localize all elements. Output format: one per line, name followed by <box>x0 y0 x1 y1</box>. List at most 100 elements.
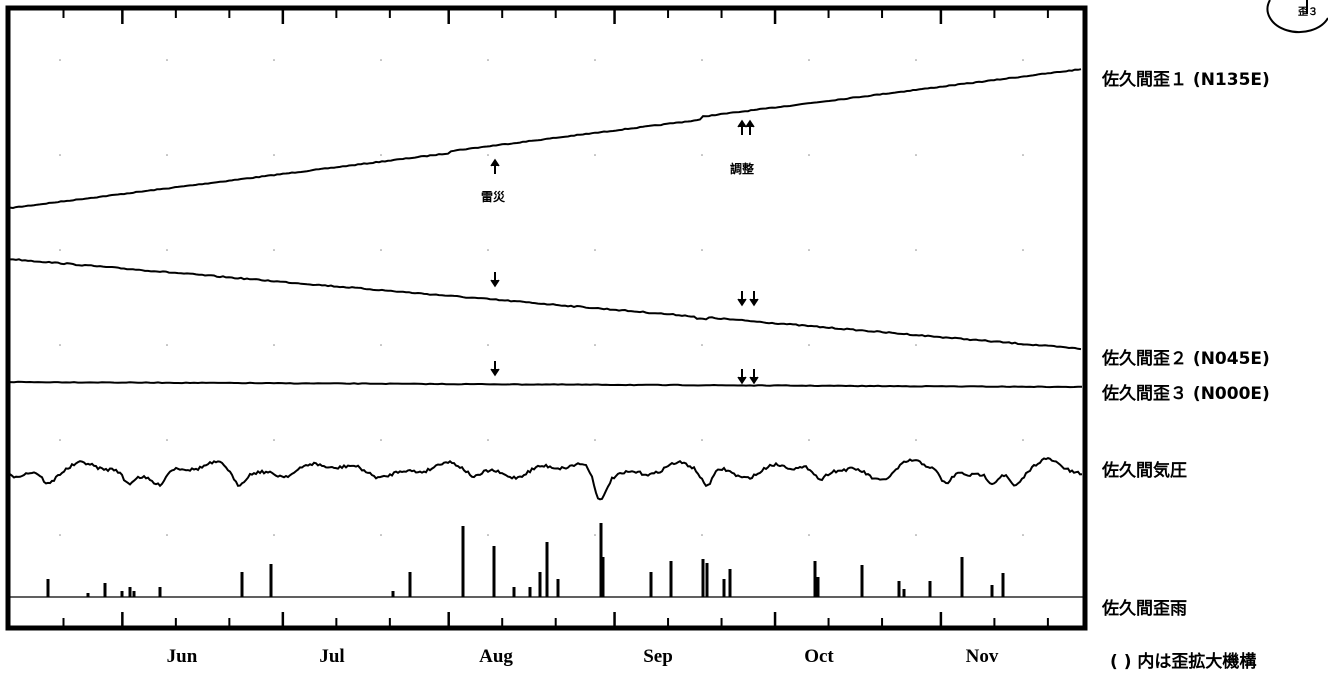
rain-bar <box>960 557 964 597</box>
grid-dot <box>273 59 275 61</box>
arrow-adjust-strain2-a-head <box>737 298 747 307</box>
series-strain2-line <box>10 258 1082 351</box>
grid-dot <box>808 344 810 346</box>
rain-bar <box>528 587 532 597</box>
rain-bar <box>705 563 709 597</box>
rain-bar <box>545 542 549 597</box>
grid-dot <box>1022 154 1024 156</box>
rain-bar <box>512 587 516 597</box>
grid-dot <box>166 439 168 441</box>
rain-bar <box>701 559 705 597</box>
grid-dot <box>166 249 168 251</box>
grid-dot <box>915 154 917 156</box>
grid-dot <box>594 344 596 346</box>
x-tick-sep: Sep <box>643 646 673 667</box>
rain-bar <box>902 589 906 597</box>
grid-dot <box>487 534 489 536</box>
footnote: ( ) 内は歪拡大機構 <box>1110 652 1257 672</box>
grid-dot <box>915 439 917 441</box>
rain-bar <box>649 572 653 597</box>
grid-dot <box>594 439 596 441</box>
rain-bar <box>240 572 244 597</box>
rain-bar <box>816 577 820 597</box>
arrow-adjust-strain3-b-head <box>749 376 759 385</box>
rain-bar <box>1001 573 1005 597</box>
grid-dot <box>808 439 810 441</box>
series-label-strain3: 佐久間歪３ (N000E) <box>1102 384 1270 404</box>
rain-bars <box>46 523 1005 597</box>
arrow-adjust-strain1-b-head <box>745 119 755 128</box>
x-tick-aug: Aug <box>479 646 513 667</box>
grid-dot <box>1022 249 1024 251</box>
grid-dot <box>487 59 489 61</box>
rain-bar <box>269 564 273 597</box>
rain-bar <box>601 557 605 597</box>
arrow-lightning-strain2-head <box>490 279 500 288</box>
grid-dot <box>59 439 61 441</box>
grid-dot <box>701 249 703 251</box>
grid-dot <box>915 344 917 346</box>
annotation-lightning: 雷災 <box>481 190 506 204</box>
arrow-adjust-strain2-b-head <box>749 298 759 307</box>
grid-dot <box>166 534 168 536</box>
grid-dot <box>701 439 703 441</box>
rain-bar <box>722 579 726 597</box>
grid-dot <box>915 59 917 61</box>
grid-dot <box>273 249 275 251</box>
grid-dot <box>808 249 810 251</box>
rain-bar <box>391 591 395 597</box>
corner-label: 歪３ <box>1298 7 1318 18</box>
grid-dot <box>487 154 489 156</box>
rain-bar <box>897 581 901 597</box>
plot-frame <box>5 5 1088 631</box>
series-label-strain2: 佐久間歪２ (N045E) <box>1102 349 1270 369</box>
grid-dot <box>701 59 703 61</box>
grid-dot <box>380 59 382 61</box>
rain-bar <box>538 572 542 597</box>
grid-dot <box>808 59 810 61</box>
annotation-adjust: 調整 <box>730 162 755 176</box>
grid-dot <box>594 59 596 61</box>
grid-dot <box>487 439 489 441</box>
grid-dot <box>701 344 703 346</box>
rain-bar <box>813 561 817 597</box>
grid-dot <box>166 59 168 61</box>
grid-dot <box>380 534 382 536</box>
rain-bar <box>990 585 994 597</box>
grid-dot <box>487 249 489 251</box>
grid-dots <box>59 59 1024 536</box>
series-group <box>9 68 1083 501</box>
corner-circle-icon <box>1266 0 1328 34</box>
grid-dot <box>487 344 489 346</box>
grid-dot <box>915 249 917 251</box>
grid-dot <box>273 154 275 156</box>
grid-dot <box>1022 59 1024 61</box>
grid-dot <box>273 534 275 536</box>
grid-dot <box>594 249 596 251</box>
rain-bar <box>928 581 932 597</box>
series-label-pressure: 佐久間気圧 <box>1102 461 1187 481</box>
series-strain1-line <box>9 68 1082 210</box>
rain-bar <box>132 591 136 597</box>
grid-dot <box>701 154 703 156</box>
arrow-adjust-strain1-a-head <box>737 119 747 128</box>
grid-dot <box>59 59 61 61</box>
grid-dot <box>59 344 61 346</box>
grid-dot <box>915 534 917 536</box>
grid-dot <box>1022 534 1024 536</box>
grid-dot <box>1022 439 1024 441</box>
rain-bar <box>86 593 90 597</box>
grid-dot <box>59 154 61 156</box>
grid-dot <box>59 534 61 536</box>
rain-bar <box>860 565 864 597</box>
grid-dot <box>380 344 382 346</box>
grid-dot <box>166 344 168 346</box>
series-strain3-line <box>9 380 1083 389</box>
axis-ticks <box>62 10 1049 626</box>
rain-bar <box>599 523 603 597</box>
grid-dot <box>380 249 382 251</box>
x-tick-oct: Oct <box>804 646 834 667</box>
grid-dot <box>701 534 703 536</box>
series-label-rain: 佐久間歪雨 <box>1102 599 1187 619</box>
